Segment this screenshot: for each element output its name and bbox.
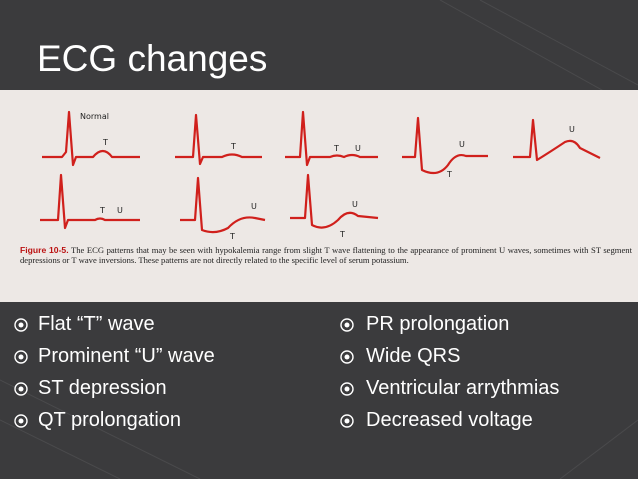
ecg-traces xyxy=(40,110,601,234)
trace-label: U xyxy=(459,140,465,149)
caption-label: Figure 10-5. xyxy=(20,245,69,255)
caption-text: The ECG patterns that may be seen with h… xyxy=(20,245,632,265)
trace-label: T xyxy=(447,170,452,179)
trace-label: U xyxy=(569,125,575,134)
bullet-item: PR prolongation xyxy=(366,313,510,335)
trace-label: U xyxy=(355,144,361,153)
trace-label: T xyxy=(231,142,236,151)
trace-label: T xyxy=(230,232,235,241)
figure-caption: Figure 10-5. The ECG patterns that may b… xyxy=(20,245,632,265)
bullet-item: Flat “T” wave xyxy=(38,313,155,335)
bullet-item: Decreased voltage xyxy=(366,409,533,431)
slide-title: ECG changes xyxy=(37,38,268,79)
bullet-item: QT prolongation xyxy=(38,409,182,431)
bullet-item: Ventricular arrythmias xyxy=(366,377,560,399)
bullet-item: Wide QRS xyxy=(366,345,461,367)
trace-label: T xyxy=(340,230,345,239)
trace-label: U xyxy=(117,206,123,215)
trace-label: T xyxy=(100,206,105,215)
trace-label: U xyxy=(251,202,257,211)
trace-label: T xyxy=(103,138,108,147)
trace-label: T xyxy=(334,144,339,153)
bullet-icons xyxy=(14,318,354,428)
trace-label: Normal xyxy=(80,112,109,121)
bullet-item: ST depression xyxy=(38,377,167,399)
trace-label: U xyxy=(352,200,358,209)
ecg-figure: Normal T T T U U T U T U U T U T Figure … xyxy=(0,90,638,302)
bullet-item: Prominent “U” wave xyxy=(38,345,215,367)
